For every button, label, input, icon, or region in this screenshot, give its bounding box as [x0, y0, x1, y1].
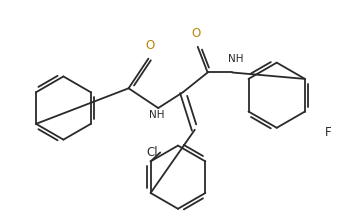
Text: O: O: [191, 28, 201, 41]
Text: F: F: [325, 126, 331, 139]
Text: NH: NH: [149, 110, 165, 120]
Text: NH: NH: [228, 54, 243, 64]
Text: O: O: [146, 39, 155, 52]
Text: Cl: Cl: [146, 146, 158, 159]
